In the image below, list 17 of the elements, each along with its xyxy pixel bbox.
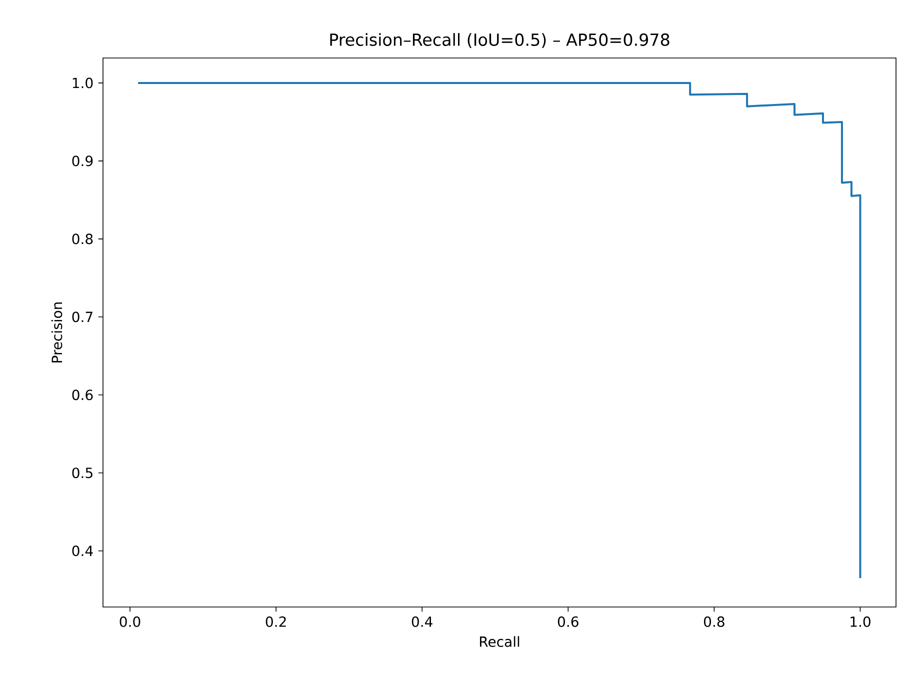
y-tick-label: 0.6: [72, 390, 93, 400]
y-tick-label: 0.7: [72, 312, 92, 322]
chart-title: Precision–Recall (IoU=0.5) – AP50=0.978: [330, 33, 670, 48]
line-series: [137, 82, 862, 580]
x-tick-label: 0.6: [558, 616, 578, 627]
y-tick-label: 1.0: [72, 78, 93, 88]
x-axis-title: Recall: [480, 636, 520, 647]
x-tick-label: 0.2: [266, 616, 286, 627]
x-tick-label: 0.4: [412, 616, 432, 627]
y-tick-label: 0.4: [72, 546, 93, 556]
y-tick-label: 0.9: [72, 156, 93, 166]
x-tick-label: 1.0: [850, 616, 870, 627]
y-axis-title: Precision: [51, 302, 62, 362]
y-tick-label: 0.5: [72, 468, 92, 478]
y-tick-label: 0.8: [72, 234, 93, 244]
x-tick-label: 0.8: [704, 616, 724, 627]
x-tick-label: 0.0: [120, 616, 140, 627]
